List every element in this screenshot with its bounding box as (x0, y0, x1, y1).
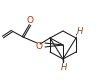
Text: H: H (61, 63, 67, 72)
Text: O: O (27, 16, 33, 25)
Text: H: H (77, 26, 83, 35)
Text: O: O (35, 42, 43, 51)
